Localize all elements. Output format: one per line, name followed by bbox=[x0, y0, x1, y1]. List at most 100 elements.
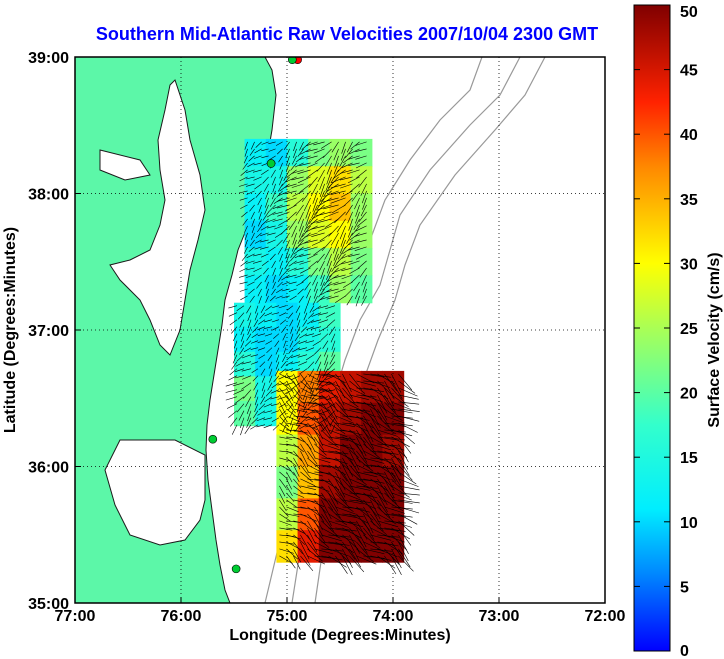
velocity-vector bbox=[332, 239, 339, 254]
velocity-vector bbox=[247, 162, 255, 168]
velocity-vector bbox=[318, 190, 325, 204]
velocity-vector bbox=[293, 506, 307, 509]
velocity-vector bbox=[244, 340, 252, 347]
velocity-vector bbox=[254, 312, 259, 321]
velocity-vector bbox=[370, 471, 391, 480]
velocity-vector bbox=[285, 361, 294, 366]
velocity-vector bbox=[228, 312, 238, 317]
velocity-vector bbox=[307, 513, 320, 528]
velocity-vector bbox=[237, 312, 245, 320]
velocity-vector bbox=[313, 347, 322, 355]
velocity-vector bbox=[304, 232, 318, 238]
velocity-vector bbox=[342, 401, 361, 411]
velocity-vector bbox=[244, 148, 248, 157]
velocity-vector bbox=[300, 485, 316, 490]
velocity-vector bbox=[238, 190, 248, 194]
velocity-vector bbox=[354, 288, 360, 300]
colorbar-tick-label: 0 bbox=[680, 643, 689, 659]
velocity-vector bbox=[314, 387, 332, 391]
velocity-vector bbox=[339, 239, 346, 254]
velocity-vector bbox=[348, 162, 360, 166]
velocity-vector bbox=[349, 380, 366, 394]
velocity-vector bbox=[245, 396, 252, 408]
velocity-vector bbox=[325, 176, 332, 192]
velocity-vector bbox=[349, 485, 371, 491]
velocity-vector bbox=[342, 408, 363, 414]
velocity-vector bbox=[318, 305, 329, 309]
velocity-vector bbox=[300, 464, 311, 479]
velocity-vector bbox=[251, 333, 259, 338]
velocity-vector bbox=[240, 260, 248, 267]
velocity-vector bbox=[377, 408, 390, 427]
velocity-vector bbox=[246, 169, 255, 173]
velocity-vector bbox=[328, 513, 348, 526]
velocity-vector bbox=[323, 361, 329, 373]
velocity-cell bbox=[308, 248, 330, 276]
velocity-vector bbox=[398, 394, 419, 400]
velocity-vector bbox=[322, 340, 329, 349]
velocity-vector bbox=[327, 260, 332, 274]
velocity-vector bbox=[295, 417, 301, 426]
velocity-vector bbox=[293, 373, 301, 388]
velocity-vector bbox=[274, 340, 280, 347]
velocity-cell bbox=[255, 327, 277, 353]
velocity-vector bbox=[335, 457, 351, 472]
velocity-vector bbox=[348, 260, 360, 265]
velocity-vector bbox=[384, 415, 405, 424]
velocity-vector bbox=[263, 424, 273, 429]
velocity-vector bbox=[239, 197, 248, 201]
velocity-vector bbox=[356, 422, 371, 439]
velocity-cell bbox=[318, 370, 341, 404]
velocity-vector bbox=[306, 295, 311, 306]
velocity-vector bbox=[286, 457, 297, 467]
velocity-vector bbox=[314, 499, 327, 514]
velocity-vector bbox=[349, 183, 360, 193]
velocity-vector bbox=[312, 295, 318, 306]
velocity-vector bbox=[252, 375, 259, 382]
velocity-vector bbox=[349, 541, 360, 562]
velocity-vector bbox=[251, 225, 255, 234]
velocity-vector bbox=[268, 148, 276, 152]
velocity-vector bbox=[265, 190, 269, 200]
velocity-vector bbox=[275, 141, 283, 146]
velocity-vector bbox=[314, 443, 327, 456]
velocity-vector bbox=[321, 436, 339, 448]
velocity-vector bbox=[325, 368, 336, 376]
velocity-vector bbox=[292, 232, 297, 245]
velocity-vector bbox=[344, 288, 353, 297]
velocity-vector bbox=[273, 375, 280, 383]
velocity-vector bbox=[294, 274, 304, 279]
velocity-vector bbox=[314, 485, 330, 492]
velocity-vector bbox=[328, 485, 339, 505]
velocity-vector bbox=[307, 436, 316, 452]
velocity-vector bbox=[398, 464, 413, 481]
velocity-vector bbox=[266, 211, 276, 218]
velocity-vector bbox=[307, 464, 323, 473]
velocity-vector bbox=[306, 319, 315, 325]
velocity-vector bbox=[276, 288, 283, 294]
velocity-vector bbox=[297, 211, 304, 224]
velocity-vector bbox=[234, 368, 245, 373]
velocity-vector bbox=[252, 410, 259, 419]
velocity-vector bbox=[244, 232, 248, 241]
velocity-vector bbox=[272, 281, 276, 289]
velocity-vector bbox=[363, 457, 385, 464]
velocity-vector bbox=[290, 368, 301, 372]
velocity-cell bbox=[340, 370, 362, 404]
velocity-vector bbox=[307, 499, 325, 507]
velocity-vector bbox=[246, 253, 255, 259]
velocity-vector bbox=[265, 389, 273, 397]
velocity-vector bbox=[250, 211, 255, 220]
grid-lines bbox=[75, 57, 605, 603]
velocity-vector bbox=[260, 253, 269, 258]
velocity-vector bbox=[286, 534, 302, 540]
velocity-vector bbox=[283, 169, 290, 181]
velocity-vector bbox=[293, 197, 304, 207]
velocity-vector bbox=[271, 305, 280, 309]
velocity-vector bbox=[391, 485, 410, 498]
velocity-vector bbox=[235, 361, 245, 367]
velocity-vector bbox=[377, 548, 398, 557]
velocity-vector bbox=[282, 424, 287, 433]
velocity-vector bbox=[278, 155, 283, 163]
velocity-vector bbox=[325, 183, 339, 193]
